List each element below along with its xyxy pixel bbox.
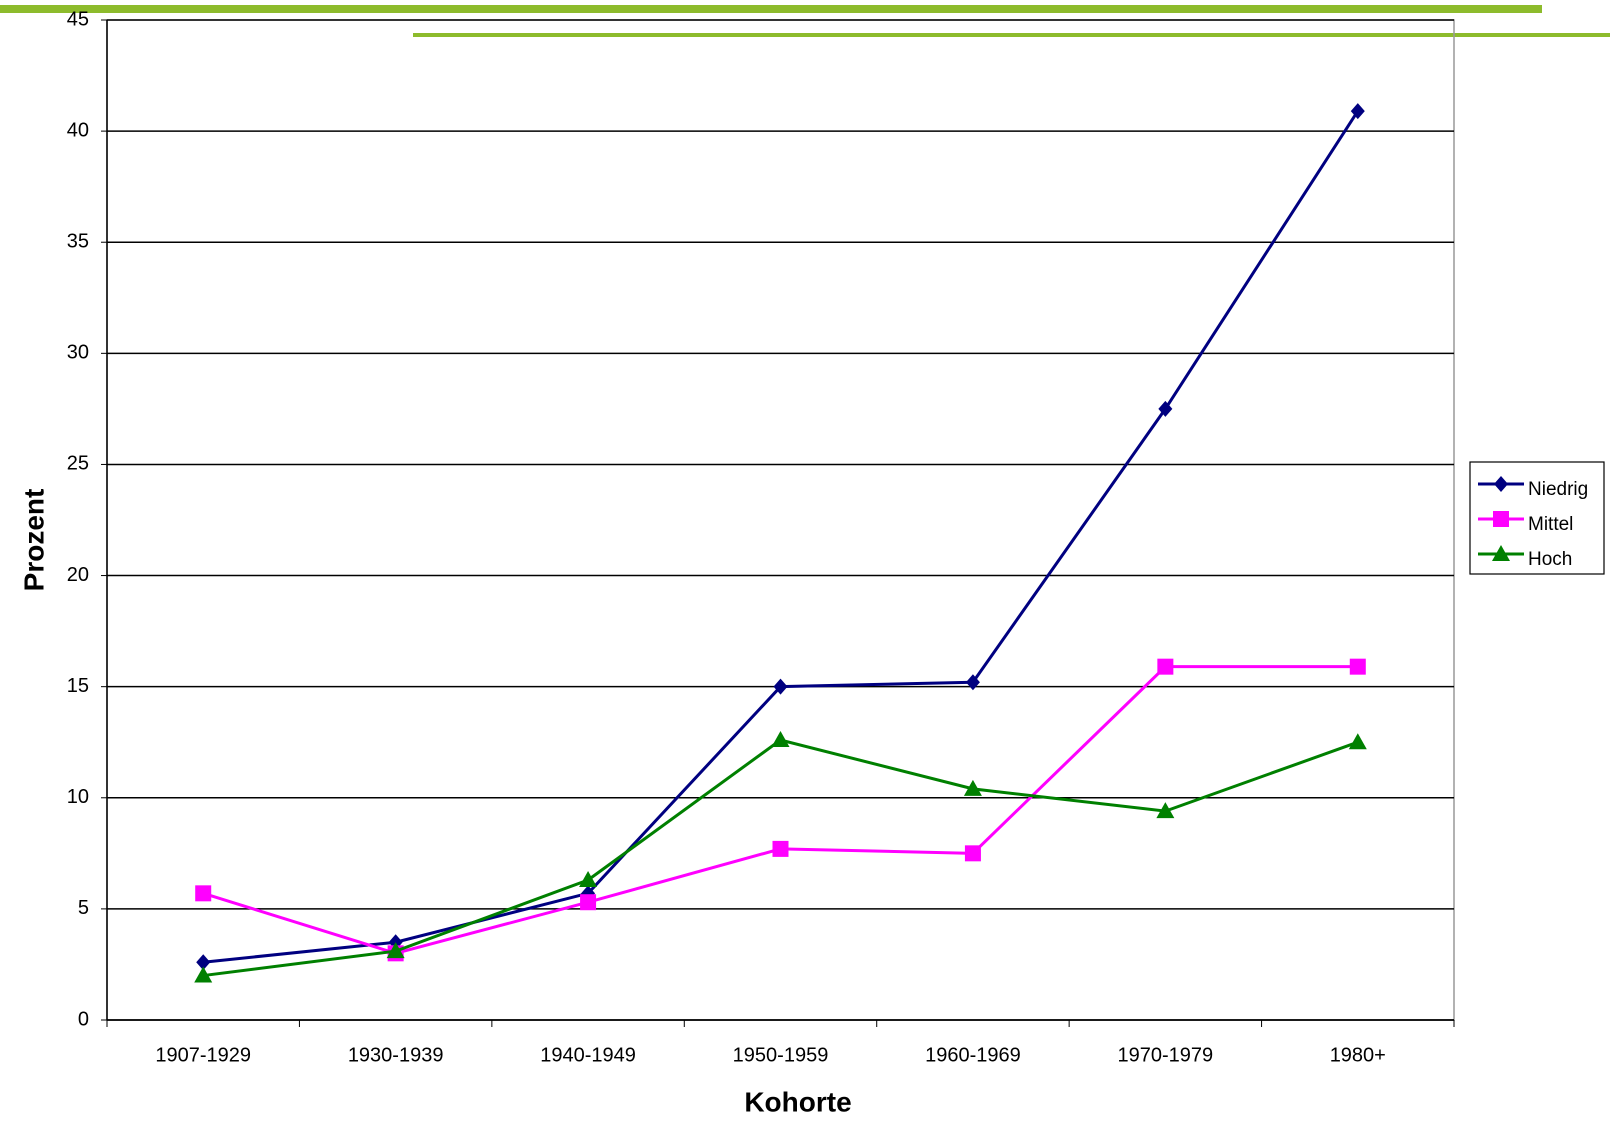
marker xyxy=(1158,400,1173,417)
marker xyxy=(772,840,789,857)
marker xyxy=(965,674,980,691)
marker xyxy=(194,966,213,983)
y-tick-label: 40 xyxy=(67,119,89,141)
marker xyxy=(195,885,212,902)
y-tick-label: 45 xyxy=(67,8,89,30)
y-tick-label: 0 xyxy=(78,1008,89,1030)
y-axis-label: Prozent xyxy=(18,489,49,592)
x-tick-label: 1980+ xyxy=(1330,1044,1386,1066)
x-tick-label: 1950-1959 xyxy=(733,1044,829,1066)
y-tick-label: 35 xyxy=(67,231,89,253)
marker xyxy=(1350,103,1365,120)
x-tick-label: 1960-1969 xyxy=(925,1044,1021,1066)
y-tick-label: 30 xyxy=(67,342,89,364)
marker xyxy=(579,871,598,887)
marker xyxy=(773,678,788,695)
series-line xyxy=(203,738,1359,978)
x-tick-label: 1940-1949 xyxy=(540,1044,636,1066)
marker xyxy=(1494,476,1508,492)
legend-label: Niedrig xyxy=(1528,479,1588,500)
marker xyxy=(1349,658,1366,675)
series-line xyxy=(203,110,1360,964)
y-tick-label: 5 xyxy=(78,897,89,919)
marker xyxy=(580,894,597,911)
marker xyxy=(771,731,790,747)
marker xyxy=(1157,658,1174,675)
x-tick-label: 1970-1979 xyxy=(1118,1044,1214,1066)
marker xyxy=(196,954,211,971)
marker xyxy=(1156,802,1175,819)
marker xyxy=(1492,545,1510,561)
series-line xyxy=(202,665,1358,955)
plot-frame xyxy=(106,19,1455,1021)
legend-label: Mittel xyxy=(1528,514,1573,535)
marker xyxy=(386,942,405,959)
legend-label: Hoch xyxy=(1528,549,1572,570)
y-tick-label: 10 xyxy=(67,786,89,808)
x-tick-label: 1930-1939 xyxy=(348,1044,444,1066)
x-tick-label: 1907-1929 xyxy=(155,1044,251,1066)
y-tick-label: 20 xyxy=(67,564,89,586)
marker xyxy=(963,779,982,796)
x-axis-label: Kohorte xyxy=(744,1086,851,1117)
marker xyxy=(964,845,981,862)
marker xyxy=(1493,511,1509,527)
y-tick-label: 15 xyxy=(67,675,89,697)
marker xyxy=(1348,733,1367,750)
y-tick-label: 25 xyxy=(67,453,89,475)
